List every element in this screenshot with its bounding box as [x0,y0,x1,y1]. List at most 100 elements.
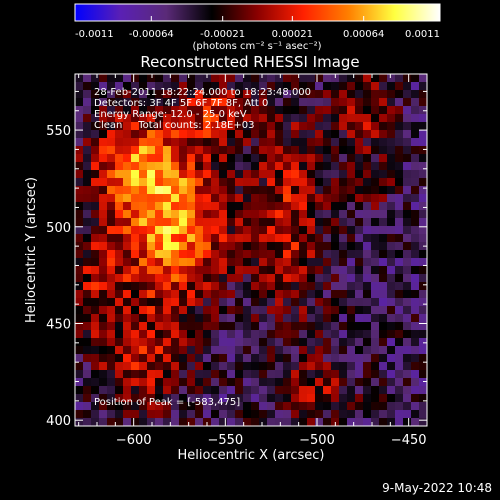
heatmap-cell [227,162,236,171]
y-tick-label: 500 [46,221,71,236]
heatmap-cell [211,178,220,187]
heatmap-cell [259,226,268,235]
x-axis-label: Heliocentric X (arcsec) [178,448,325,463]
heatmap-cell [259,298,268,307]
heatmap-cell [307,322,316,331]
heatmap-cell [291,322,300,331]
heatmap-cell [355,90,364,99]
heatmap-cell [339,210,348,219]
heatmap-cell [411,258,420,267]
heatmap-cell [291,98,300,107]
heatmap-cell [139,370,148,379]
heatmap-cell [291,90,300,99]
heatmap-cell [147,138,156,147]
heatmap-cell [403,322,412,331]
heatmap-cell [339,218,348,227]
heatmap-cell [275,122,284,131]
heatmap-cell [155,322,164,331]
heatmap-cell [315,290,324,299]
heatmap-cell [411,234,420,243]
heatmap-cell [195,130,204,139]
heatmap-cell [283,394,292,403]
heatmap-cell [363,250,372,259]
heatmap-cell [299,346,308,355]
heatmap-cell [99,90,108,99]
heatmap-cell [187,354,196,363]
heatmap-cell [267,82,276,91]
heatmap-cell [339,146,348,155]
heatmap-cell [83,322,92,331]
heatmap-cell [299,322,308,331]
heatmap-cell [139,290,148,299]
heatmap-cell [323,146,332,155]
heatmap-cell [347,82,356,91]
heatmap-cell [131,418,140,427]
heatmap-cell [219,218,228,227]
heatmap-cell [387,418,396,427]
heatmap-cell [99,154,108,163]
heatmap-cell [315,170,324,179]
heatmap-cell [411,322,420,331]
heatmap-cell [379,186,388,195]
heatmap-cell [323,378,332,387]
heatmap-cell [211,274,220,283]
heatmap-cell [267,290,276,299]
heatmap-cell [339,418,348,427]
heatmap-cell [115,98,124,107]
heatmap-cell [179,378,188,387]
heatmap-cell [235,90,244,99]
heatmap-cell [331,106,340,115]
heatmap-cell [107,122,116,131]
heatmap-cell [339,90,348,99]
heatmap-cell [251,154,260,163]
heatmap-cell [403,418,412,427]
heatmap-cell [155,194,164,203]
heatmap-cell [259,210,268,219]
heatmap-cell [411,298,420,307]
heatmap-cell [259,410,268,419]
heatmap-cell [91,218,100,227]
heatmap-cell [331,138,340,147]
heatmap-cell [123,354,132,363]
heatmap-cell [267,146,276,155]
heatmap-cell [299,386,308,395]
heatmap-cell [395,146,404,155]
heatmap-cell [395,362,404,371]
heatmap-cell [123,242,132,251]
heatmap-cell [83,114,92,123]
heatmap-cell [203,410,212,419]
heatmap-cell [403,314,412,323]
heatmap-cell [91,378,100,387]
heatmap-cell [83,282,92,291]
heatmap-cell [315,314,324,323]
heatmap-cell [99,242,108,251]
heatmap-cell [259,114,268,123]
heatmap-cell [307,170,316,179]
heatmap-cell [315,354,324,363]
heatmap-cell [243,402,252,411]
heatmap-cell [283,202,292,211]
heatmap-cell [371,402,380,411]
heatmap-cell [195,386,204,395]
heatmap-cell [347,410,356,419]
heatmap-cell [371,194,380,203]
heatmap-cell [299,306,308,315]
heatmap-cell [179,330,188,339]
heatmap-cell [267,162,276,171]
heatmap-cell [195,234,204,243]
heatmap-cell [163,250,172,259]
heatmap-cell [139,170,148,179]
heatmap-cell [91,74,100,83]
heatmap-cell [331,186,340,195]
heatmap-cell [339,130,348,139]
heatmap-cell [315,338,324,347]
heatmap-cell [291,218,300,227]
heatmap-cell [275,322,284,331]
heatmap-cell [155,122,164,131]
heatmap-cell [315,410,324,419]
heatmap-cell [179,338,188,347]
heatmap-cell [379,146,388,155]
heatmap-cell [211,218,220,227]
heatmap-cell [203,274,212,283]
heatmap-cell [395,322,404,331]
